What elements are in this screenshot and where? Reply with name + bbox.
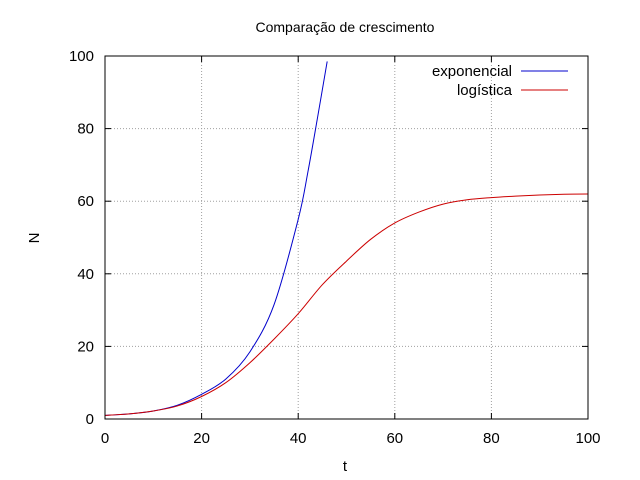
legend-label: exponencial — [432, 63, 512, 80]
axis-ticks: 0 20 40 60 80 100 0 20 40 60 80 100 — [69, 48, 601, 447]
series-line-exponencial — [104, 61, 328, 416]
y-tick-label: 80 — [77, 121, 94, 138]
x-tick-label: 100 — [575, 430, 600, 447]
legend: exponencial logística — [432, 63, 568, 99]
x-tick-label: 80 — [483, 430, 500, 447]
x-tick-label: 40 — [290, 430, 307, 447]
plot-frame — [104, 55, 589, 420]
y-tick-label: 0 — [86, 411, 94, 428]
legend-label: logística — [457, 82, 513, 99]
x-axis-label: t — [343, 458, 348, 475]
chart-title: Comparação de crescimento — [256, 19, 435, 35]
x-tick-label: 60 — [386, 430, 403, 447]
series-layer — [104, 61, 589, 416]
y-tick-label: 40 — [77, 266, 94, 283]
x-tick-label: 20 — [193, 430, 210, 447]
y-axis-label: N — [26, 233, 43, 244]
grid — [105, 56, 588, 419]
y-tick-label: 60 — [77, 193, 94, 210]
y-tick-label: 20 — [77, 338, 94, 355]
y-tick-label: 100 — [69, 48, 94, 65]
x-tick-label: 0 — [101, 430, 109, 447]
series-line-logistica — [104, 193, 589, 416]
